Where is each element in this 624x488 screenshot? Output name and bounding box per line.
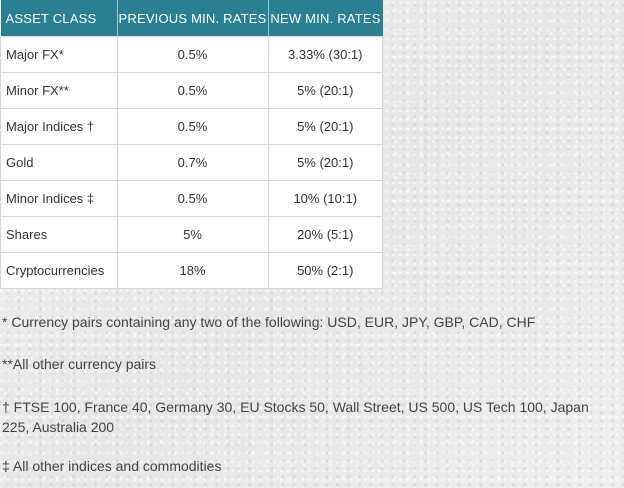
new-rate-cell: 50% (2:1) (268, 252, 383, 289)
asset-class-cell: Shares (0, 216, 118, 253)
table-row: Minor FX** 0.5% 5% (20:1) (0, 72, 383, 109)
table-row: Minor Indices ‡ 0.5% 10% (10:1) (0, 180, 383, 217)
column-header-asset-class: ASSET CLASS (0, 0, 118, 37)
table-row: Cryptocurrencies 18% 50% (2:1) (0, 252, 383, 289)
footnote-major-fx: * Currency pairs containing any two of t… (2, 314, 536, 330)
new-rate-cell: 3.33% (30:1) (268, 36, 383, 73)
previous-rate-cell: 0.5% (117, 180, 269, 217)
table-row: Major Indices † 0.5% 5% (20:1) (0, 108, 383, 145)
new-rate-cell: 5% (20:1) (268, 108, 383, 145)
new-rate-cell: 10% (10:1) (268, 180, 383, 217)
margin-rates-table: ASSET CLASS PREVIOUS MIN. RATES NEW MIN.… (0, 0, 383, 289)
footnote-minor-fx: **All other currency pairs (2, 356, 157, 372)
previous-rate-cell: 0.5% (117, 36, 269, 73)
table-row: Shares 5% 20% (5:1) (0, 216, 383, 253)
footnote-minor-indices: ‡ All other indices and commodities (2, 458, 222, 474)
footnote-major-indices: † FTSE 100, France 40, Germany 30, EU St… (2, 399, 589, 435)
asset-class-cell: Gold (0, 144, 118, 181)
column-header-new-min-rates: NEW MIN. RATES (268, 0, 383, 37)
previous-rate-cell: 18% (117, 252, 269, 289)
asset-class-cell: Minor FX** (0, 72, 118, 109)
new-rate-cell: 20% (5:1) (268, 216, 383, 253)
previous-rate-cell: 0.5% (117, 108, 269, 145)
previous-rate-cell: 0.5% (117, 72, 269, 109)
asset-class-cell: Minor Indices ‡ (0, 180, 118, 217)
previous-rate-cell: 0.7% (117, 144, 269, 181)
new-rate-cell: 5% (20:1) (268, 72, 383, 109)
asset-class-cell: Cryptocurrencies (0, 252, 118, 289)
new-rate-cell: 5% (20:1) (268, 144, 383, 181)
previous-rate-cell: 5% (117, 216, 269, 253)
asset-class-cell: Major Indices † (0, 108, 118, 145)
asset-class-cell: Major FX* (0, 36, 118, 73)
table-header-row: ASSET CLASS PREVIOUS MIN. RATES NEW MIN.… (0, 0, 383, 37)
table-row: Major FX* 0.5% 3.33% (30:1) (0, 36, 383, 73)
column-header-previous-min-rates: PREVIOUS MIN. RATES (117, 0, 269, 37)
table-row: Gold 0.7% 5% (20:1) (0, 144, 383, 181)
